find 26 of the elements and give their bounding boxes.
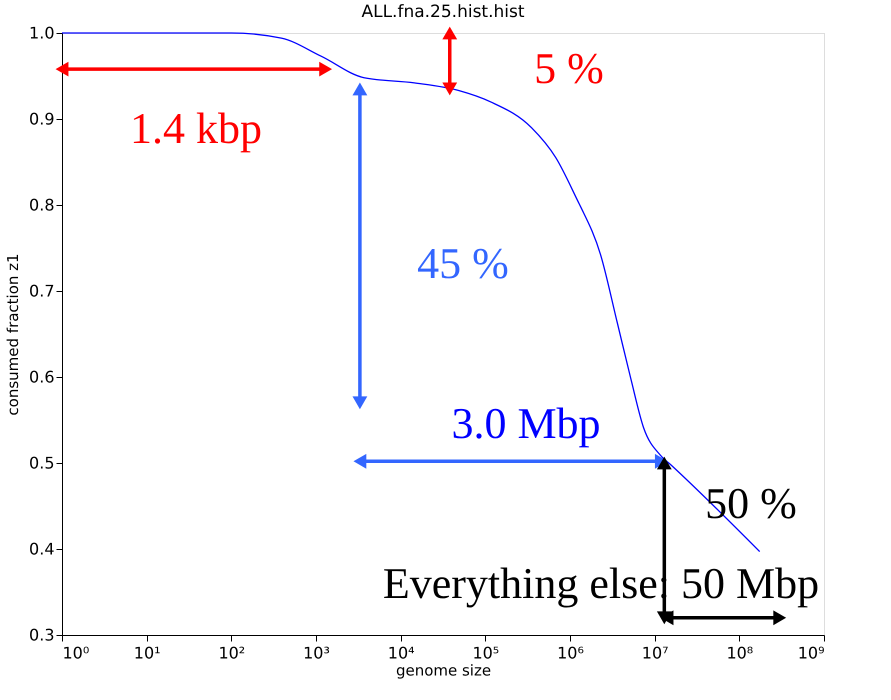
y-tick-label: 0.6: [29, 368, 54, 386]
annotation: 3.0 Mbp: [451, 399, 601, 448]
y-axis-title: consumed fraction z1: [4, 253, 22, 416]
x-tick-label: 10²: [218, 644, 246, 662]
y-tick-label: 0.3: [29, 626, 54, 644]
x-axis-title: genome size: [396, 662, 492, 680]
x-tick-label: 10⁵: [472, 644, 500, 662]
y-tick-label: 0.8: [29, 196, 54, 214]
y-tick-label: 1.0: [29, 24, 54, 42]
x-tick-label: 10⁴: [388, 644, 415, 662]
x-tick-label: 10⁹: [798, 644, 824, 662]
x-tick-label: 10³: [303, 644, 330, 662]
annotation: 5 %: [534, 44, 604, 93]
y-tick-label: 0.7: [29, 282, 54, 300]
x-tick-label: 10⁰: [62, 644, 90, 662]
annotation: 1.4 kbp: [130, 104, 262, 153]
chart-title: ALL.fna.25.hist.hist: [361, 2, 525, 22]
y-tick-label: 0.5: [29, 454, 54, 472]
x-tick-label: 10⁸: [726, 644, 754, 662]
x-tick-label: 10⁶: [557, 644, 584, 662]
y-tick-label: 0.9: [29, 110, 54, 128]
annotation: 45 %: [417, 239, 509, 288]
annotation: 50 %: [705, 479, 797, 528]
x-tick-label: 10¹: [134, 644, 161, 662]
y-tick-label: 0.4: [29, 540, 54, 558]
x-tick-label: 10⁷: [642, 644, 669, 662]
